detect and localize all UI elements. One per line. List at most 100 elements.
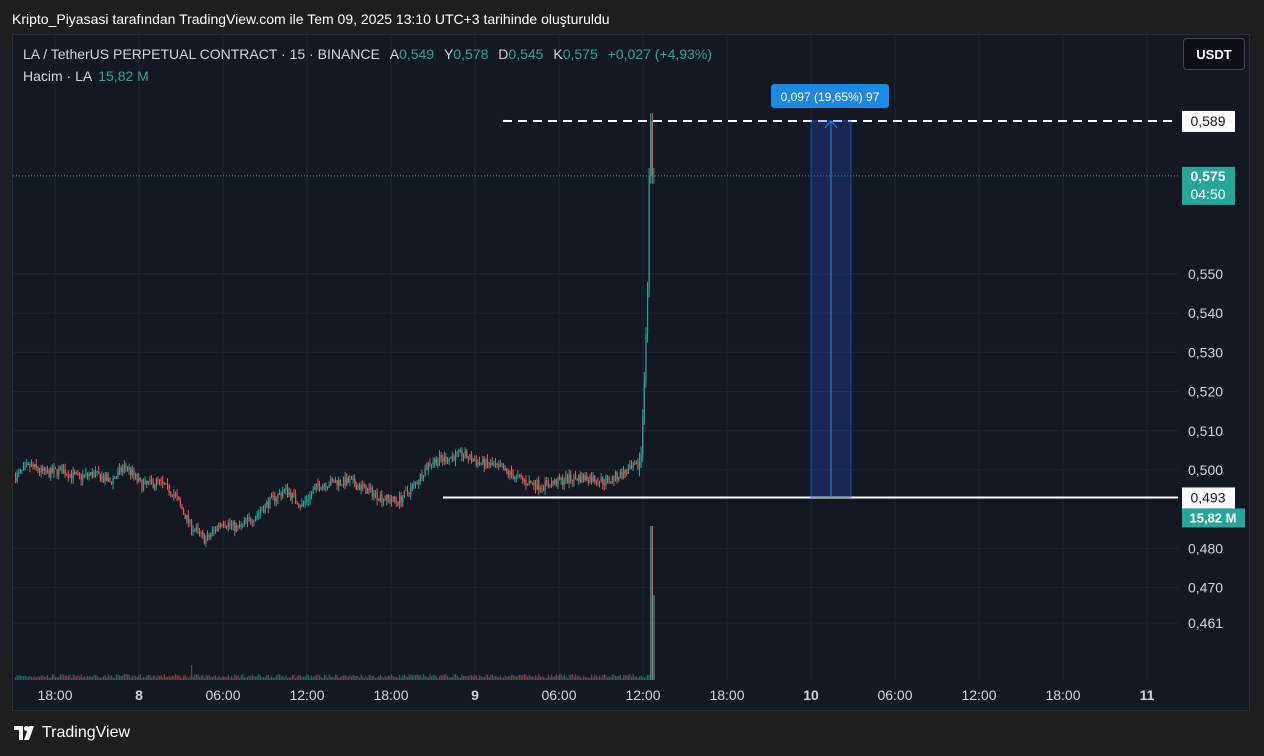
volume-bar bbox=[427, 677, 429, 680]
volume-bar bbox=[231, 675, 233, 680]
candle-body bbox=[216, 526, 218, 531]
candle-body bbox=[176, 494, 178, 498]
candle-body bbox=[79, 474, 81, 476]
volume-bar bbox=[173, 675, 175, 680]
volume-bar bbox=[163, 674, 165, 680]
volume-bar bbox=[115, 674, 117, 680]
volume-bar bbox=[571, 674, 573, 680]
volume-bar bbox=[282, 675, 284, 680]
candle-body bbox=[352, 478, 354, 480]
volume-bar bbox=[63, 674, 65, 680]
candle-body bbox=[472, 459, 474, 462]
candle-body bbox=[106, 474, 108, 482]
volume-bar bbox=[347, 676, 349, 680]
candle-body bbox=[210, 534, 212, 538]
candle-body bbox=[368, 488, 370, 490]
volume-bar bbox=[567, 677, 569, 680]
volume-bar bbox=[279, 674, 281, 680]
candle-body bbox=[618, 478, 620, 480]
candle-body bbox=[517, 474, 519, 476]
candle-body bbox=[533, 482, 535, 486]
volume-bar bbox=[381, 676, 383, 680]
volume-bar bbox=[371, 675, 373, 680]
candle-body bbox=[269, 496, 271, 508]
volume-bar bbox=[359, 677, 361, 680]
candle-body bbox=[39, 470, 41, 473]
volume-bar bbox=[595, 675, 597, 680]
volume-bar bbox=[61, 674, 63, 680]
candle-body bbox=[298, 504, 300, 506]
volume-bar bbox=[501, 677, 503, 680]
candle-body bbox=[303, 502, 305, 504]
candle-body bbox=[367, 488, 369, 494]
candlestick-chart[interactable]: 0,097 (19,65%) 97 0,461 0,470 0,480 0,500 0,5… bbox=[13, 35, 1249, 710]
candle-body bbox=[627, 468, 629, 474]
candle-body bbox=[179, 499, 181, 505]
candle-body bbox=[56, 469, 58, 476]
candle-body bbox=[253, 521, 255, 523]
candle-body bbox=[587, 480, 589, 483]
candle-body bbox=[330, 478, 332, 486]
candle-body bbox=[530, 480, 532, 483]
candle-body bbox=[402, 497, 404, 503]
candle-body bbox=[235, 525, 237, 532]
volume-bar bbox=[107, 674, 109, 680]
candle-body bbox=[282, 492, 284, 497]
volume-bar bbox=[495, 675, 497, 680]
volume-bar bbox=[640, 675, 642, 680]
candle-body bbox=[293, 492, 295, 494]
volume-bar bbox=[144, 677, 146, 680]
volume-bar bbox=[629, 674, 631, 680]
volume-bar bbox=[410, 674, 412, 680]
tradingview-logo[interactable]: TradingView bbox=[14, 724, 130, 742]
volume-bar bbox=[250, 676, 252, 680]
volume-bar bbox=[515, 676, 517, 680]
candle-body bbox=[391, 500, 393, 502]
candle-body bbox=[221, 524, 223, 526]
volume-bar bbox=[555, 674, 557, 680]
volume-bar bbox=[653, 595, 655, 680]
volume-bar bbox=[472, 676, 474, 680]
candle-body bbox=[549, 485, 551, 488]
volume-bar bbox=[154, 675, 156, 680]
volume-bar bbox=[296, 675, 298, 680]
volume-bar bbox=[253, 676, 255, 680]
candle-body bbox=[117, 471, 119, 477]
candle-body bbox=[389, 498, 391, 502]
volume-bar bbox=[531, 676, 533, 680]
volume-bar bbox=[243, 677, 245, 680]
volume-bar bbox=[527, 676, 529, 680]
currency-button[interactable]: USDT bbox=[1183, 38, 1245, 70]
chart-panel[interactable]: 0,097 (19,65%) 97 0,461 0,470 0,480 0,500 0,5… bbox=[12, 34, 1250, 711]
volume-bar bbox=[280, 676, 282, 680]
volume-bar bbox=[18, 675, 20, 680]
volume-bar bbox=[56, 677, 58, 680]
candle-body bbox=[487, 459, 489, 464]
candle-body bbox=[215, 529, 217, 531]
candle-body bbox=[637, 462, 639, 469]
volume-bar bbox=[95, 675, 97, 680]
candle-body bbox=[499, 464, 501, 467]
candle-body bbox=[432, 462, 434, 465]
candle-body bbox=[399, 495, 401, 506]
volume-bar bbox=[55, 677, 57, 680]
volume-bar bbox=[272, 677, 274, 680]
candle-body bbox=[562, 478, 564, 485]
candle-body bbox=[571, 480, 573, 482]
candle-body bbox=[347, 477, 349, 483]
volume-bar bbox=[514, 675, 516, 680]
measure-label: 0,097 (19,65%) 97 bbox=[781, 90, 880, 104]
candle-body bbox=[619, 471, 621, 479]
volume-bar bbox=[507, 675, 509, 680]
candle-body bbox=[634, 463, 636, 465]
price-tick-label: 0,480 bbox=[1188, 540, 1223, 556]
candle-body bbox=[55, 468, 57, 470]
volume-bar bbox=[66, 675, 68, 680]
volume-bar bbox=[611, 674, 613, 680]
candle-body bbox=[523, 480, 525, 482]
volume-bar bbox=[248, 675, 250, 680]
volume-bar bbox=[195, 674, 197, 680]
candle-body bbox=[338, 480, 340, 486]
candle-body bbox=[616, 472, 618, 480]
volume-bar bbox=[157, 675, 159, 680]
